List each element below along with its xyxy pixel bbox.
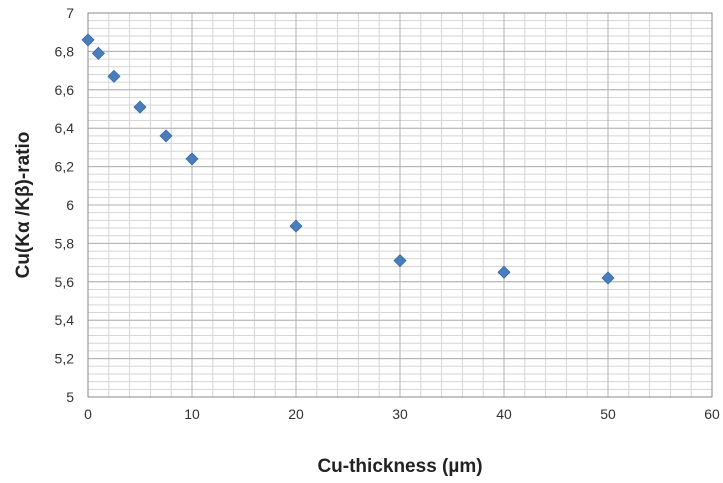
x-tick-label: 60 xyxy=(704,406,720,422)
data-point-marker xyxy=(289,219,303,233)
data-point-marker xyxy=(159,129,173,143)
y-tick-label: 6,8 xyxy=(55,43,75,59)
y-tick-label: 5,6 xyxy=(55,274,75,290)
x-tick-label: 50 xyxy=(600,406,616,422)
plot-area-border xyxy=(87,12,713,398)
y-tick-label: 7 xyxy=(66,5,74,21)
tick-labels: 0 10 20 30 40 50 60 5 5,2 5,4 5,6 5,8 6 6,2 6,4 6,6 6,8 7 xyxy=(55,5,720,422)
data-point-marker xyxy=(107,69,121,83)
data-point-marker xyxy=(497,265,511,279)
data-point-marker xyxy=(81,33,95,47)
x-tick-label: 0 xyxy=(84,406,92,422)
data-point-marker xyxy=(185,152,199,166)
x-tick-label: 20 xyxy=(288,406,304,422)
x-tick-label: 40 xyxy=(496,406,512,422)
data-point-marker xyxy=(393,254,407,268)
data-point-marker xyxy=(601,271,615,285)
data-points xyxy=(81,33,615,285)
y-tick-label: 6 xyxy=(66,197,74,213)
y-tick-label: 5 xyxy=(66,389,74,405)
x-tick-label: 10 xyxy=(184,406,200,422)
y-tick-label: 5,4 xyxy=(55,312,75,328)
data-point-marker xyxy=(91,46,105,60)
x-axis-title: Cu-thickness (µm) xyxy=(317,456,482,477)
grid xyxy=(88,13,712,397)
y-axis-title: Cu(Kα /Kβ)-ratio xyxy=(13,132,34,279)
data-point-marker xyxy=(133,100,147,114)
y-tick-label: 6,4 xyxy=(55,120,75,136)
x-tick-label: 30 xyxy=(392,406,408,422)
y-tick-label: 5,2 xyxy=(55,351,75,367)
y-tick-label: 5,8 xyxy=(55,235,75,251)
y-tick-label: 6,2 xyxy=(55,159,75,175)
y-tick-label: 6,6 xyxy=(55,82,75,98)
